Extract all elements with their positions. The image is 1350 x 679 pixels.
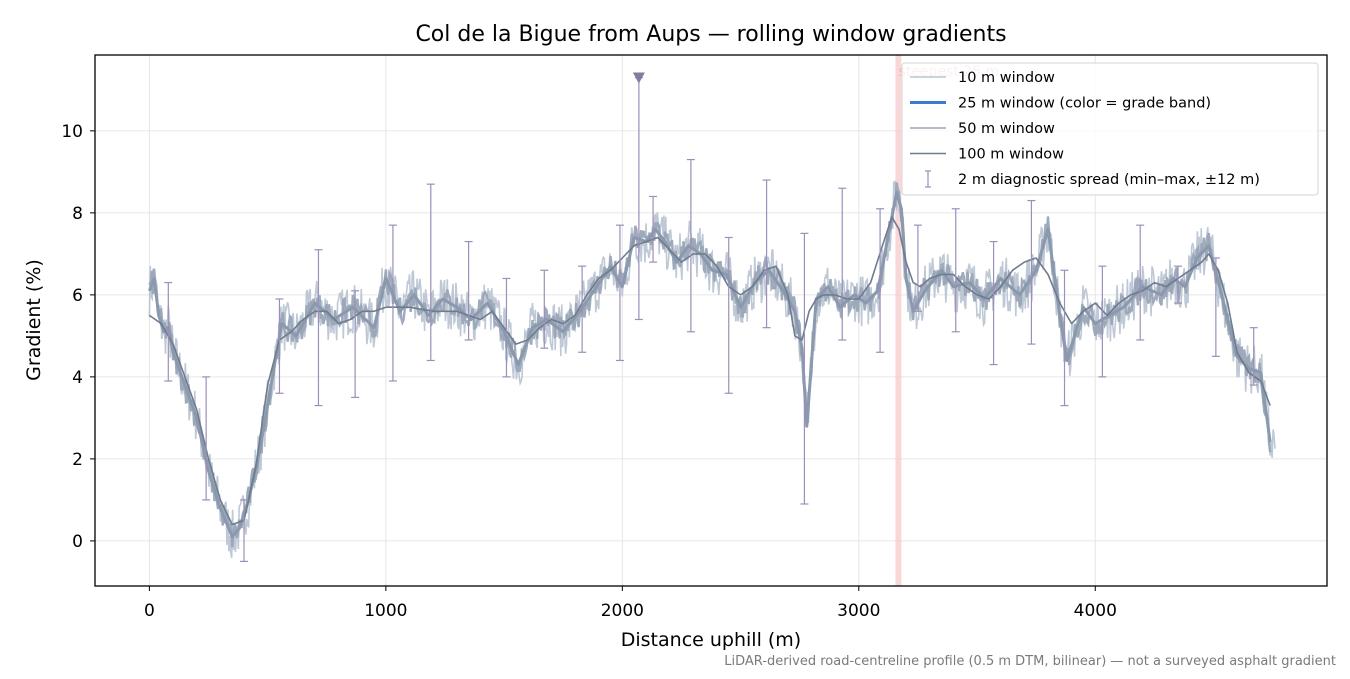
y-axis-label: Gradient (%) — [23, 259, 45, 381]
legend-label: 10 m window — [958, 70, 1055, 86]
series-10m-window — [148, 180, 1276, 559]
x-tick-label: 0 — [144, 601, 155, 621]
series-layer — [147, 190, 1272, 539]
max-spread-marker — [632, 72, 645, 84]
noisy-window-layer — [148, 180, 1276, 559]
footnote: LiDAR-derived road-centreline profile (0… — [724, 654, 1336, 669]
series-100m-window — [148, 216, 1271, 526]
legend: 10 m window 25 m window (color = grade ba… — [901, 62, 1319, 196]
y-tick-label: 6 — [72, 286, 83, 306]
y-tick-label: 4 — [72, 368, 83, 388]
series-25m-window — [147, 190, 1272, 539]
plot-area-frame — [94, 54, 1328, 587]
x-tick-label: 3000 — [837, 601, 880, 621]
series-50m-window — [148, 182, 1272, 548]
chart-title: Col de la Bigue from Aups — rolling wind… — [415, 22, 1006, 47]
legend-label: 25 m window (color = grade band) — [958, 96, 1211, 112]
axis-ticks: 0 1000 2000 3000 4000 0 2 4 6 8 10 — [61, 122, 1117, 621]
legend-label: 50 m window — [958, 121, 1055, 137]
x-axis-label: Distance uphill (m) — [621, 629, 801, 651]
y-tick-label: 8 — [72, 204, 83, 224]
y-tick-label: 0 — [72, 532, 83, 552]
x-tick-label: 4000 — [1074, 601, 1117, 621]
x-tick-label: 2000 — [601, 601, 644, 621]
steepest-band — [895, 55, 902, 586]
legend-label: 2 m diagnostic spread (min–max, ±12 m) — [958, 172, 1260, 188]
y-tick-label: 10 — [61, 122, 83, 142]
legend-box — [901, 62, 1319, 196]
x-tick-label: 1000 — [364, 601, 407, 621]
marker-layer — [632, 72, 645, 84]
legend-label: 100 m window — [958, 147, 1064, 163]
y-tick-label: 2 — [72, 450, 83, 470]
error-bar-layer — [164, 76, 1258, 562]
